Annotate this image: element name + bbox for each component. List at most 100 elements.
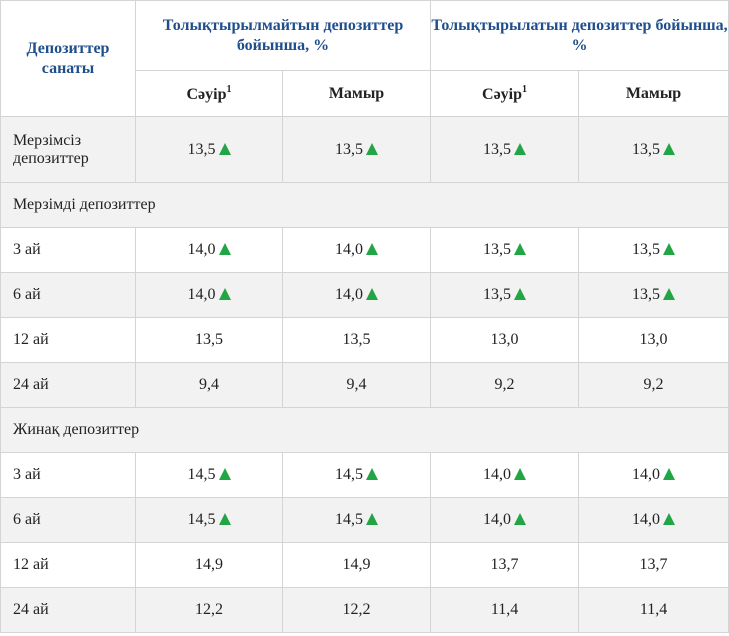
rate-cell: 13,5: [281, 116, 432, 183]
rate-cell: 9,2: [578, 362, 729, 408]
rate-value: 14,5: [335, 466, 363, 483]
row-label: 3 ай: [0, 452, 136, 498]
triangle-up-icon: [514, 288, 527, 300]
rate-cell: 13,5: [430, 272, 580, 318]
rate-value: 14,0: [483, 466, 512, 483]
rate-cell: 9,2: [430, 362, 580, 408]
rate-cell: 13,0: [578, 317, 729, 363]
rate-cell: 14,0: [430, 497, 580, 543]
triangle-up-icon: [218, 468, 231, 480]
rate-cell: 14,5: [135, 497, 283, 543]
triangle-up-icon: [366, 142, 378, 155]
header-group-nonreplenish: Толықтырылмайтын депозиттер бойынша, %: [134, 0, 432, 71]
rate-cell: 12,2: [281, 587, 432, 633]
rate-value: 13,5: [632, 286, 661, 303]
rate-value: 14,0: [632, 511, 661, 528]
header-month-may-label: Мамыр: [625, 84, 682, 102]
rate-value: 13,5: [632, 140, 661, 158]
header-category-label: Депозиттер санаты: [26, 39, 110, 77]
rate-cell: 14,9: [135, 542, 283, 588]
triangle-up-icon: [366, 288, 378, 300]
triangle-up-icon: [366, 468, 378, 480]
triangle-up-icon: [663, 513, 676, 525]
table-row: Мерзімсіз депозиттер 13,5 13,5 13,5 13,5: [0, 116, 729, 183]
rate-cell: 14,0: [578, 452, 729, 498]
rate-value: 13,5: [335, 140, 363, 158]
row-label: 12 ай: [0, 317, 136, 363]
header-group-replenish-label: Толықтырылатын депозиттер бойынша, %: [431, 16, 728, 54]
rate-value: 13,5: [483, 140, 512, 158]
triangle-up-icon: [514, 513, 527, 525]
rate-cell: 11,4: [578, 587, 729, 633]
rate-cell: 9,4: [135, 362, 283, 408]
header-group-replenish: Толықтырылатын депозиттер бойынша, %: [430, 0, 729, 71]
section-title: Жинақ депозиттер: [0, 407, 729, 453]
table-row: 12 ай 14,9 14,9 13,7 13,7: [0, 542, 729, 588]
rate-value: 14,5: [335, 511, 363, 528]
rate-cell: 14,0: [135, 272, 283, 318]
rate-cell: 13,5: [578, 116, 729, 183]
header-month-april-label: Сәуір: [186, 85, 227, 103]
footnote-marker: 1: [522, 83, 528, 95]
rate-cell: 14,0: [578, 497, 729, 543]
rate-cell: 13,5: [135, 317, 283, 363]
rate-cell: 11,4: [430, 587, 580, 633]
header-month-april-1: Сәуір1: [135, 70, 283, 117]
header-category: Депозиттер санаты: [0, 0, 136, 117]
row-label: 6 ай: [0, 272, 136, 318]
triangle-up-icon: [663, 142, 676, 155]
rate-cell: 14,9: [281, 542, 432, 588]
section-row: Жинақ депозиттер: [0, 407, 729, 453]
triangle-up-icon: [663, 288, 676, 300]
rate-cell: 14,5: [135, 452, 283, 498]
rate-value: 13,5: [483, 286, 512, 303]
rate-cell: 14,0: [135, 227, 283, 273]
rate-cell: 14,5: [281, 497, 432, 543]
row-label: Мерзімсіз депозиттер: [0, 116, 136, 183]
triangle-up-icon: [218, 513, 231, 525]
rate-cell: 13,7: [430, 542, 580, 588]
triangle-up-icon: [663, 468, 676, 480]
header-group-nonreplenish-label: Толықтырылмайтын депозиттер бойынша, %: [162, 16, 404, 54]
rate-value: 13,5: [483, 241, 512, 258]
section-row: Мерзімді депозиттер: [0, 182, 729, 228]
rate-cell: 14,0: [281, 272, 432, 318]
rate-value: 13,5: [187, 140, 216, 158]
row-label: 24 ай: [0, 587, 136, 633]
rate-cell: 12,2: [135, 587, 283, 633]
rate-value: 14,5: [187, 466, 216, 483]
rate-value: 14,0: [483, 511, 512, 528]
rate-cell: 13,5: [135, 116, 283, 183]
triangle-up-icon: [514, 243, 527, 255]
triangle-up-icon: [366, 243, 378, 255]
footnote-marker: 1: [226, 83, 232, 95]
rate-value: 14,5: [187, 511, 216, 528]
triangle-up-icon: [663, 243, 676, 255]
rate-value: 13,5: [632, 241, 661, 258]
header-month-april-label: Сәуір: [482, 85, 523, 103]
section-title: Мерзімді депозиттер: [0, 182, 729, 228]
row-label: 24 ай: [0, 362, 136, 408]
header-month-may-label: Мамыр: [328, 84, 385, 102]
rate-value: 14,0: [187, 241, 216, 258]
rate-cell: 9,4: [281, 362, 432, 408]
rate-cell: 13,7: [578, 542, 729, 588]
rate-cell: 13,5: [578, 272, 729, 318]
table-row: 3 ай 14,5 14,5 14,0 14,0: [0, 452, 729, 498]
rate-cell: 13,5: [430, 227, 580, 273]
rate-cell: 14,5: [281, 452, 432, 498]
row-label: 6 ай: [0, 497, 136, 543]
rate-cell: 13,5: [578, 227, 729, 273]
triangle-up-icon: [514, 142, 527, 155]
table-row: 6 ай 14,0 14,0 13,5 13,5: [0, 272, 729, 318]
triangle-up-icon: [514, 468, 527, 480]
rate-value: 14,0: [335, 286, 363, 303]
triangle-up-icon: [218, 243, 231, 255]
table-row: 24 ай 9,4 9,4 9,2 9,2: [0, 362, 729, 408]
row-label: 12 ай: [0, 542, 136, 588]
row-label: 3 ай: [0, 227, 136, 273]
table-row: 3 ай 14,0 14,0 13,5 13,5: [0, 227, 729, 273]
rate-cell: 13,0: [430, 317, 580, 363]
rate-cell: 14,0: [281, 227, 432, 273]
